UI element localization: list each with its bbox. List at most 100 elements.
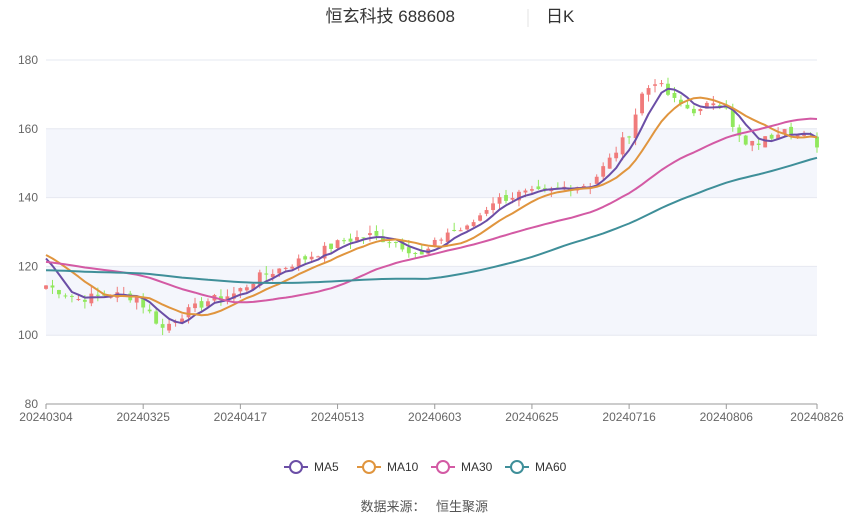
candle-body: [257, 272, 262, 286]
candle: [607, 153, 612, 169]
candle-body: [672, 92, 677, 98]
grid-lines: [46, 59, 817, 405]
candle-body: [601, 166, 606, 177]
candle-body: [76, 299, 81, 301]
candle: [458, 227, 463, 232]
candle-body: [478, 215, 483, 221]
candle-body: [607, 157, 612, 169]
candle: [594, 174, 599, 185]
x-tick-label: 20240603: [408, 410, 462, 424]
ma-line-ma60: [45, 156, 818, 284]
candle: [620, 132, 625, 161]
candle-body: [594, 176, 599, 184]
candle-body: [510, 197, 515, 200]
candle-body: [691, 108, 696, 114]
candle-body: [199, 301, 204, 308]
legend-label: MA10: [387, 460, 419, 474]
candle-body: [491, 203, 495, 211]
candle: [393, 241, 398, 248]
candle-body: [815, 136, 819, 148]
y-tick-label: 160: [18, 122, 38, 136]
candle: [536, 179, 541, 190]
candle-body: [529, 189, 534, 191]
y-tick-label: 80: [25, 397, 39, 411]
candle-body: [432, 239, 437, 247]
candle: [193, 297, 197, 313]
candle-body: [374, 231, 379, 236]
candle-body: [419, 250, 424, 255]
candle: [387, 239, 392, 248]
legend-item: MA60: [505, 460, 567, 474]
candle-body: [147, 309, 152, 312]
ma-line-ma10: [45, 96, 818, 317]
x-tick-label: 20240417: [214, 410, 268, 424]
candle-body: [283, 267, 288, 269]
candle: [627, 135, 632, 144]
candle-body: [517, 191, 521, 201]
candle-body: [57, 289, 61, 295]
x-tick-label: 20240806: [700, 410, 754, 424]
y-axis: 80 100 120 140 160 180: [18, 53, 38, 411]
candle-body: [782, 129, 787, 135]
candle: [322, 242, 327, 262]
candle-body: [400, 241, 405, 250]
candle: [134, 296, 139, 310]
candle: [484, 206, 489, 217]
candle-body: [277, 268, 282, 274]
candle-body: [387, 242, 392, 244]
candle-body: [711, 103, 716, 106]
candle: [160, 318, 165, 336]
candle-body: [730, 109, 735, 127]
candle-body: [355, 237, 359, 241]
candle-body: [82, 299, 87, 302]
candle-body: [620, 137, 625, 155]
candle: [238, 287, 243, 299]
x-tick-label: 20240716: [602, 410, 656, 424]
candle: [219, 289, 223, 306]
candle-body: [679, 99, 683, 104]
ma-line-ma30: [45, 117, 818, 304]
candle-body: [724, 107, 729, 109]
candle: [57, 289, 61, 299]
candle: [478, 212, 483, 222]
candle-body: [368, 233, 372, 236]
candle-body: [737, 127, 742, 136]
legend-swatch-marker: [510, 460, 524, 474]
legend-label: MA60: [535, 460, 567, 474]
candle-body: [471, 222, 476, 227]
x-tick-label: 20240513: [311, 410, 365, 424]
candle-body: [316, 256, 321, 258]
candle: [303, 254, 308, 264]
candle-body: [322, 245, 327, 259]
candle: [69, 294, 74, 303]
candle: [147, 304, 152, 314]
y-tick-label: 120: [18, 259, 38, 273]
candle-body: [497, 197, 502, 204]
candle-body: [633, 114, 638, 139]
legend-swatch-marker: [362, 460, 376, 474]
candle: [89, 286, 94, 307]
candle-body: [219, 296, 223, 301]
candle-body: [698, 108, 703, 112]
candle-body: [484, 210, 489, 214]
candle-body: [63, 295, 68, 297]
candle-body: [309, 256, 314, 260]
candle-body: [536, 186, 541, 190]
candle: [815, 132, 819, 153]
candle-body: [465, 225, 470, 230]
x-tick-label: 20240325: [116, 410, 170, 424]
x-tick-label: 20240304: [19, 410, 73, 424]
legend-swatch-marker: [289, 460, 303, 474]
candle: [640, 91, 644, 116]
y-tick-label: 180: [18, 53, 38, 67]
candle: [666, 77, 670, 97]
candle-body: [769, 134, 774, 139]
candle-body: [206, 301, 210, 307]
candle-body: [795, 135, 800, 137]
x-tick-label: 20240826: [790, 410, 844, 424]
candle-body: [264, 273, 269, 275]
candle: [355, 230, 359, 242]
candle-body: [393, 241, 398, 243]
